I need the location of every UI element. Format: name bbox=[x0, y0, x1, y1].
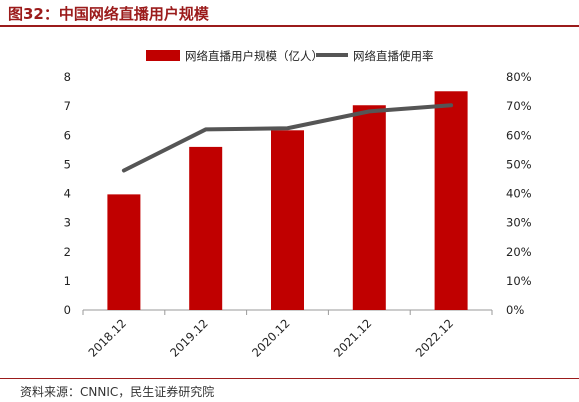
bar-2018.12 bbox=[107, 194, 141, 310]
chart-title: 图32：中国网络直播用户规模 bbox=[8, 5, 209, 23]
bar-2020.12 bbox=[271, 130, 304, 310]
y-left-tick-label: 5 bbox=[64, 157, 71, 171]
y-right-tick-label: 70% bbox=[506, 99, 532, 113]
usage-rate-point-2020.12 bbox=[286, 126, 289, 130]
y-right-tick-label: 0% bbox=[506, 303, 524, 317]
legend-bar-swatch bbox=[146, 50, 180, 61]
y-right-tick-label: 60% bbox=[506, 128, 532, 142]
title-divider bbox=[0, 25, 579, 27]
x-tick-label: 2021.12 bbox=[331, 316, 375, 360]
y-left-tick-label: 6 bbox=[64, 128, 71, 142]
y-left-tick-label: 8 bbox=[64, 70, 71, 84]
x-tick-label: 2022.12 bbox=[413, 316, 457, 360]
y-left-tick-label: 4 bbox=[64, 187, 71, 201]
usage-rate-point-2018.12 bbox=[122, 168, 126, 172]
usage-rate-point-2021.12 bbox=[367, 109, 371, 113]
y-right-tick-label: 50% bbox=[506, 157, 532, 171]
bar-2019.12 bbox=[189, 146, 223, 310]
legend-bar-label: 网络直播用户规模（亿人） bbox=[185, 49, 323, 63]
y-left-tick-label: 3 bbox=[64, 216, 71, 230]
x-tick-label: 2020.12 bbox=[249, 316, 293, 360]
y-right-tick-label: 40% bbox=[506, 187, 532, 201]
y-left-tick-label: 7 bbox=[64, 99, 71, 113]
y-left-tick-label: 0 bbox=[64, 303, 71, 317]
x-tick-label: 2019.12 bbox=[167, 316, 211, 360]
bar-series bbox=[107, 91, 468, 311]
legend-line-label: 网络直播使用率 bbox=[353, 49, 434, 63]
y-right-tick-label: 20% bbox=[506, 245, 532, 259]
y-right-tick-label: 30% bbox=[506, 216, 532, 230]
source-note: 资料来源：CNNIC，民生证券研究院 bbox=[20, 385, 215, 399]
bar-2021.12 bbox=[352, 105, 386, 310]
line-series bbox=[121, 103, 454, 173]
y-right-tick-label: 10% bbox=[506, 274, 532, 288]
y-left-tick-label: 1 bbox=[64, 274, 71, 288]
usage-rate-point-2019.12 bbox=[204, 127, 208, 131]
y-left-tick-label: 2 bbox=[64, 245, 71, 259]
x-tick-label: 2018.12 bbox=[85, 316, 129, 360]
y-right-tick-label: 80% bbox=[506, 70, 532, 84]
axes bbox=[82, 309, 493, 315]
footer-divider bbox=[0, 378, 579, 379]
legend: 网络直播用户规模（亿人） 网络直播使用率 bbox=[146, 49, 434, 63]
bar-2022.12 bbox=[434, 91, 468, 311]
usage-rate-point-2022.12 bbox=[449, 103, 453, 107]
